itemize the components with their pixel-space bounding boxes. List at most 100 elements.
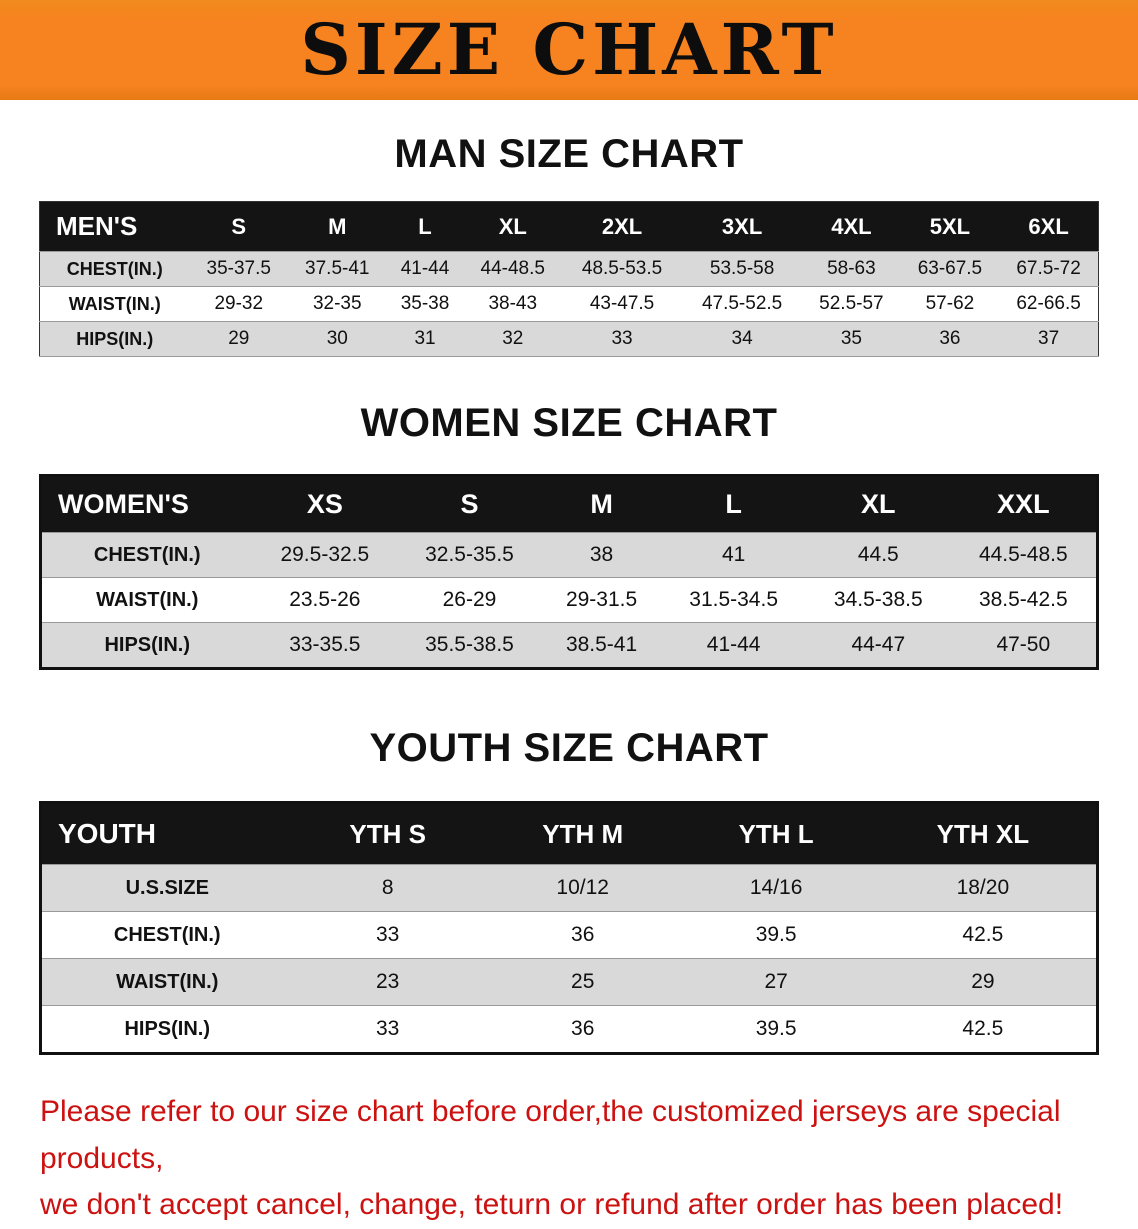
size-column-header: XL: [463, 201, 563, 252]
size-column-header: 5XL: [900, 201, 1000, 252]
size-value-cell: 38: [541, 532, 662, 578]
table-header-row: MEN'S S M L XL 2XL 3XL 4XL 5XL 6XL: [39, 201, 1099, 252]
size-value-cell: 39.5: [682, 1005, 870, 1054]
table-corner-label: MEN'S: [39, 201, 190, 252]
table-header-row: YOUTH YTH S YTH M YTH L YTH XL: [40, 802, 1098, 865]
size-value-cell: 35.5-38.5: [397, 622, 542, 669]
measurement-row-label: WAIST(IN.): [40, 577, 253, 623]
size-value-cell: 33: [292, 1005, 483, 1054]
measurement-row-label: CHEST(IN.): [40, 911, 293, 959]
measurement-row-label: WAIST(IN.): [39, 286, 190, 322]
size-value-cell: 36: [482, 1005, 683, 1054]
size-value-cell: 27: [682, 958, 870, 1006]
size-column-header: 4XL: [802, 201, 901, 252]
table-row: HIPS(IN.) 33 36 39.5 42.5: [40, 1005, 1098, 1054]
size-value-cell: 23: [292, 958, 483, 1006]
size-value-cell: 42.5: [869, 911, 1098, 959]
size-value-cell: 47.5-52.5: [682, 286, 803, 322]
size-value-cell: 41-44: [386, 251, 464, 287]
size-value-cell: 23.5-26: [252, 577, 398, 623]
table-corner-label: WOMEN'S: [40, 475, 253, 533]
size-value-cell: 44.5-48.5: [950, 532, 1098, 578]
size-value-cell: 34: [682, 321, 803, 357]
size-column-header: M: [541, 475, 662, 533]
size-value-cell: 30: [288, 321, 387, 357]
size-value-cell: 36: [482, 911, 683, 959]
size-column-header: L: [661, 475, 806, 533]
size-value-cell: 32: [463, 321, 563, 357]
size-value-cell: 10/12: [482, 864, 683, 912]
measurement-row-label: HIPS(IN.): [40, 1005, 293, 1054]
size-column-header: YTH S: [292, 802, 483, 865]
disclaimer-line-1: Please refer to our size chart before or…: [40, 1095, 1061, 1175]
size-value-cell: 38.5-41: [541, 622, 662, 669]
size-value-cell: 63-67.5: [900, 251, 1000, 287]
size-value-cell: 35-37.5: [189, 251, 289, 287]
size-value-cell: 26-29: [397, 577, 542, 623]
size-value-cell: 41: [661, 532, 806, 578]
womens-size-table: WOMEN'S XS S M L XL XXL CHEST(IN.) 29.5-32.5 32.5…: [39, 474, 1099, 670]
size-value-cell: 29: [189, 321, 289, 357]
measurement-row-label: CHEST(IN.): [39, 251, 190, 287]
size-value-cell: 44.5: [805, 532, 951, 578]
women-size-section: WOMEN SIZE CHART WOMEN'S XS S M L XL XXL CHEST(…: [0, 401, 1138, 670]
measurement-row-label: HIPS(IN.): [39, 321, 190, 357]
men-section-heading: MAN SIZE CHART: [394, 132, 744, 176]
table-row: CHEST(IN.) 33 36 39.5 42.5: [40, 911, 1098, 959]
size-value-cell: 29: [869, 958, 1098, 1006]
size-value-cell: 48.5-53.5: [562, 251, 683, 287]
size-value-cell: 44-47: [805, 622, 951, 669]
women-section-heading: WOMEN SIZE CHART: [360, 401, 778, 445]
size-column-header: YTH XL: [869, 802, 1098, 865]
size-value-cell: 53.5-58: [682, 251, 803, 287]
order-disclaimer: Please refer to our size chart before or…: [40, 1089, 1118, 1229]
size-column-header: S: [189, 201, 289, 252]
size-value-cell: 18/20: [869, 864, 1098, 912]
measurement-row-label: U.S.SIZE: [40, 864, 293, 912]
size-value-cell: 33-35.5: [252, 622, 398, 669]
size-value-cell: 39.5: [682, 911, 870, 959]
size-value-cell: 37.5-41: [288, 251, 387, 287]
disclaimer-line-2: we don't accept cancel, change, teturn o…: [40, 1188, 1064, 1221]
size-value-cell: 42.5: [869, 1005, 1098, 1054]
size-value-cell: 41-44: [661, 622, 806, 669]
size-value-cell: 36: [900, 321, 1000, 357]
size-value-cell: 29-31.5: [541, 577, 662, 623]
size-column-header: YTH L: [682, 802, 870, 865]
size-column-header: 2XL: [562, 201, 683, 252]
table-row: WAIST(IN.) 23.5-26 26-29 29-31.5 31.5-34.5 34…: [40, 577, 1098, 623]
mens-size-table: MEN'S S M L XL 2XL 3XL 4XL 5XL 6XL CHEST(IN.) 35-37…: [39, 201, 1099, 357]
size-column-header: YTH M: [482, 802, 683, 865]
youth-size-table: YOUTH YTH S YTH M YTH L YTH XL U.S.SIZE 8 10/12…: [39, 801, 1099, 1055]
size-value-cell: 35: [802, 321, 901, 357]
size-value-cell: 44-48.5: [463, 251, 563, 287]
table-corner-label: YOUTH: [40, 802, 293, 865]
size-value-cell: 38.5-42.5: [950, 577, 1098, 623]
size-value-cell: 57-62: [900, 286, 1000, 322]
table-row: U.S.SIZE 8 10/12 14/16 18/20: [40, 864, 1098, 912]
size-value-cell: 38-43: [463, 286, 563, 322]
table-row: WAIST(IN.) 29-32 32-35 35-38 38-43 43-47.5 47.…: [39, 286, 1099, 322]
men-size-section: MAN SIZE CHART MEN'S S M L XL 2XL 3XL 4XL 5XL 6XL…: [0, 132, 1138, 357]
size-chart-content: MAN SIZE CHART MEN'S S M L XL 2XL 3XL 4XL 5XL 6XL…: [0, 132, 1138, 1229]
page-title: SIZE CHART: [300, 8, 838, 91]
size-value-cell: 43-47.5: [562, 286, 683, 322]
size-column-header: S: [397, 475, 542, 533]
size-value-cell: 52.5-57: [802, 286, 901, 322]
size-value-cell: 37: [999, 321, 1099, 357]
size-value-cell: 25: [482, 958, 683, 1006]
size-column-header: L: [386, 201, 464, 252]
size-column-header: XL: [805, 475, 951, 533]
size-value-cell: 33: [292, 911, 483, 959]
size-value-cell: 29.5-32.5: [252, 532, 398, 578]
table-row: HIPS(IN.) 29 30 31 32 33 34 35 36 37: [39, 321, 1099, 357]
table-row: CHEST(IN.) 35-37.5 37.5-41 41-44 44-48.5 48.5…: [39, 251, 1099, 287]
size-value-cell: 62-66.5: [999, 286, 1099, 322]
size-value-cell: 35-38: [386, 286, 464, 322]
size-value-cell: 67.5-72: [999, 251, 1099, 287]
size-column-header: 3XL: [682, 201, 803, 252]
size-column-header: 6XL: [999, 201, 1099, 252]
size-column-header: XXL: [950, 475, 1098, 533]
size-chart-banner: SIZE CHART: [0, 0, 1138, 100]
size-column-header: M: [288, 201, 387, 252]
